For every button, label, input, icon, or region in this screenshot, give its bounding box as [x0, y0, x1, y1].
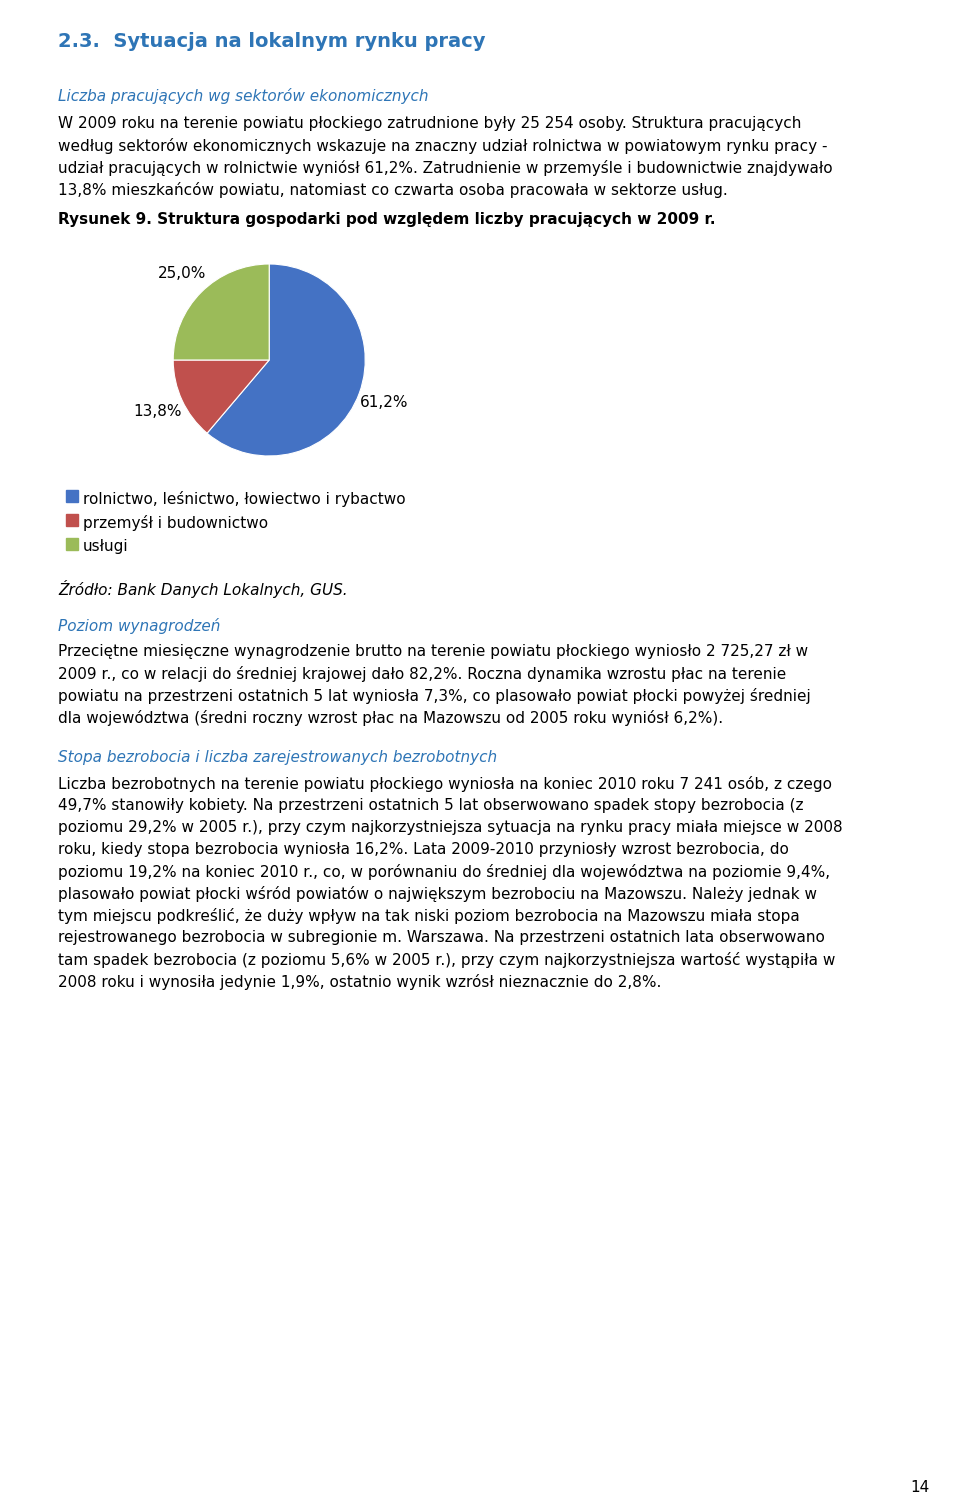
Text: 2008 roku i wynosiła jedynie 1,9%, ostatnio wynik wzrósł nieznacznie do 2,8%.: 2008 roku i wynosiła jedynie 1,9%, ostat… — [58, 974, 661, 989]
Wedge shape — [173, 360, 269, 433]
Text: Rysunek 9. Struktura gospodarki pod względem liczby pracujących w 2009 r.: Rysunek 9. Struktura gospodarki pod wzgl… — [58, 213, 715, 228]
Text: 2.3.  Sytuacja na lokalnym rynku pracy: 2.3. Sytuacja na lokalnym rynku pracy — [58, 32, 486, 51]
Text: 13,8%: 13,8% — [133, 404, 182, 419]
Text: 61,2%: 61,2% — [360, 395, 409, 410]
Text: 2009 r., co w relacji do średniej krajowej dało 82,2%. Roczna dynamika wzrostu p: 2009 r., co w relacji do średniej krajow… — [58, 667, 786, 682]
Wedge shape — [207, 264, 365, 455]
Bar — [66, 538, 78, 550]
Bar — [66, 490, 78, 502]
Text: Przeciętne miesięczne wynagrodzenie brutto na terenie powiatu płockiego wyniosło: Przeciętne miesięczne wynagrodzenie brut… — [58, 644, 808, 659]
Text: Poziom wynagrodzeń: Poziom wynagrodzeń — [58, 618, 221, 633]
Text: 25,0%: 25,0% — [158, 265, 206, 280]
Text: 14: 14 — [911, 1479, 930, 1494]
Text: przemyśł i budownictwo: przemyśł i budownictwo — [83, 516, 268, 531]
Bar — [66, 514, 78, 526]
Text: rolnictwo, leśnictwo, łowiectwo i rybactwo: rolnictwo, leśnictwo, łowiectwo i rybact… — [83, 492, 406, 507]
Text: rejestrowanego bezrobocia w subregionie m. Warszawa. Na przestrzeni ostatnich la: rejestrowanego bezrobocia w subregionie … — [58, 930, 825, 946]
Text: Liczba bezrobotnych na terenie powiatu płockiego wyniosła na koniec 2010 roku 7 : Liczba bezrobotnych na terenie powiatu p… — [58, 777, 832, 792]
Text: roku, kiedy stopa bezrobocia wyniosła 16,2%. Lata 2009-2010 przyniosły wzrost be: roku, kiedy stopa bezrobocia wyniosła 16… — [58, 841, 789, 857]
Text: plasowało powiat płocki wśród powiatów o największym bezrobociu na Mazowszu. Nal: plasowało powiat płocki wśród powiatów o… — [58, 887, 817, 902]
Text: Stopa bezrobocia i liczba zarejestrowanych bezrobotnych: Stopa bezrobocia i liczba zarejestrowany… — [58, 749, 497, 765]
Text: tym miejscu podkreślić, że duży wpływ na tak niski poziom bezrobocia na Mazowszu: tym miejscu podkreślić, że duży wpływ na… — [58, 908, 800, 924]
Text: dla województwa (średni roczny wzrost płac na Mazowszu od 2005 roku wyniósł 6,2%: dla województwa (średni roczny wzrost pł… — [58, 710, 723, 725]
Text: Liczba pracujących wg sektorów ekonomicznych: Liczba pracujących wg sektorów ekonomicz… — [58, 87, 428, 104]
Text: Źródło: Bank Danych Lokalnych, GUS.: Źródło: Bank Danych Lokalnych, GUS. — [58, 581, 348, 599]
Text: poziomu 19,2% na koniec 2010 r., co, w porównaniu do średniej dla województwa na: poziomu 19,2% na koniec 2010 r., co, w p… — [58, 864, 830, 881]
Text: powiatu na przestrzeni ostatnich 5 lat wyniosła 7,3%, co plasowało powiat płocki: powiatu na przestrzeni ostatnich 5 lat w… — [58, 688, 811, 704]
Text: udział pracujących w rolnictwie wyniósł 61,2%. Zatrudnienie w przemyśle i budown: udział pracujących w rolnictwie wyniósł … — [58, 160, 832, 176]
Text: poziomu 29,2% w 2005 r.), przy czym najkorzystniejsza sytuacja na rynku pracy mi: poziomu 29,2% w 2005 r.), przy czym najk… — [58, 820, 843, 835]
Text: według sektorów ekonomicznych wskazuje na znaczny udział rolnictwa w powiatowym : według sektorów ekonomicznych wskazuje n… — [58, 139, 828, 154]
Text: 13,8% mieszkańców powiatu, natomiast co czwarta osoba pracowała w sektorze usług: 13,8% mieszkańców powiatu, natomiast co … — [58, 182, 728, 198]
Wedge shape — [173, 264, 269, 360]
Text: usługi: usługi — [83, 538, 129, 553]
Text: tam spadek bezrobocia (z poziomu 5,6% w 2005 r.), przy czym najkorzystniejsza wa: tam spadek bezrobocia (z poziomu 5,6% w … — [58, 952, 835, 968]
Text: W 2009 roku na terenie powiatu płockiego zatrudnione były 25 254 osoby. Struktur: W 2009 roku na terenie powiatu płockiego… — [58, 116, 802, 131]
Text: 49,7% stanowiły kobiety. Na przestrzeni ostatnich 5 lat obserwowano spadek stopy: 49,7% stanowiły kobiety. Na przestrzeni … — [58, 798, 804, 813]
